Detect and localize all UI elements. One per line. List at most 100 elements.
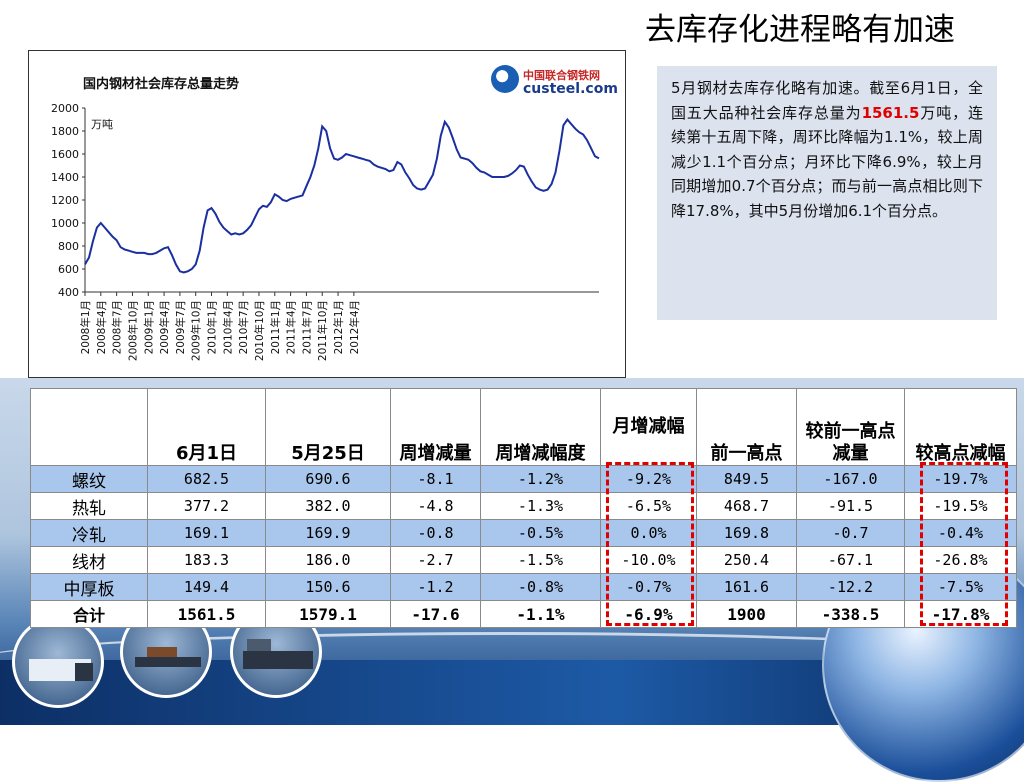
y-tick-label: 1200: [51, 194, 79, 207]
table-row: 中厚板 149.4 150.6 -1.2 -0.8% -0.7% 161.6 -12.2 -7.…: [30, 573, 1017, 601]
table-cell: 1900: [696, 600, 797, 628]
x-tick-label: 2010年1月: [206, 300, 219, 354]
y-unit-label: 万吨: [91, 118, 113, 131]
y-tick-label: 600: [58, 263, 79, 276]
table-cell: 149.4: [147, 573, 266, 601]
table-cell: 468.7: [696, 492, 797, 520]
table-cell: 161.6: [696, 573, 797, 601]
x-tick-label: 2010年10月: [253, 300, 266, 361]
table-cell: 169.1: [147, 519, 266, 547]
table-cell: -17.6: [390, 600, 481, 628]
header-cell: 较高点减幅: [904, 388, 1017, 466]
summary-text-box: 5月钢材去库存化略有加速。截至6月1日，全国五大品种社会库存总量为1561.5万…: [657, 66, 997, 320]
table-cell: -6.5%: [600, 492, 697, 520]
table-cell: -9.2%: [600, 465, 697, 493]
table-row: 冷轧 169.1 169.9 -0.8 -0.5% 0.0% 169.8 -0.7 -0.4%: [30, 519, 1017, 547]
custeel-logo: 中国联合钢铁网 custeel.com: [491, 65, 621, 99]
row-name-cell: 线材: [30, 546, 148, 574]
header-cell: 较前一高点减量: [796, 388, 905, 466]
inventory-series-line: [84, 117, 600, 274]
x-tick-label: 2010年4月: [221, 300, 234, 354]
month-change-highlight-box: [606, 462, 694, 626]
table-cell: -167.0: [796, 465, 905, 493]
table-cell: 169.9: [265, 519, 391, 547]
table-cell: 690.6: [265, 465, 391, 493]
table-cell: 250.4: [696, 546, 797, 574]
x-tick-label: 2012年4月: [348, 300, 361, 354]
table-cell: -1.1%: [480, 600, 601, 628]
table-cell: 377.2: [147, 492, 266, 520]
table-cell: 1579.1: [265, 600, 391, 628]
table-cell: 0.0%: [600, 519, 697, 547]
y-tick-label: 400: [58, 286, 79, 299]
table-row: 合计 1561.5 1579.1 -17.6 -1.1% -6.9% 1900 -338.5-…: [30, 600, 1017, 628]
table-cell: -8.1: [390, 465, 481, 493]
table-cell: -67.1: [796, 546, 905, 574]
y-tick-label: 2000: [51, 102, 79, 115]
y-tick-label: 1600: [51, 148, 79, 161]
table-cell: 183.3: [147, 546, 266, 574]
x-tick-label: 2011年7月: [300, 300, 313, 354]
x-tick-label: 2012年1月: [332, 300, 345, 354]
row-name-cell: 热轧: [30, 492, 148, 520]
inventory-table: 6月1日 5月25日 周增减量 周增减幅度 月增减幅 前一高点 较前一高点减量 …: [30, 388, 1017, 628]
x-tick-label: 2008年4月: [95, 300, 108, 354]
header-cell: 周增减量: [390, 388, 481, 466]
row-name-cell: 中厚板: [30, 573, 148, 601]
logo-text-en: custeel.com: [523, 81, 618, 97]
row-name-cell: 冷轧: [30, 519, 148, 547]
decorative-swoosh: [0, 632, 1024, 695]
table-cell: 382.0: [265, 492, 391, 520]
chart-title: 国内钢材社会库存总量走势: [83, 77, 240, 92]
table-cell: -338.5: [796, 600, 905, 628]
table-cell: -91.5: [796, 492, 905, 520]
header-cell: [30, 388, 148, 466]
x-tick-label: 2009年7月: [174, 300, 187, 354]
x-tick-label: 2011年1月: [269, 300, 282, 354]
x-tick-label: 2010年7月: [237, 300, 250, 354]
table-cell: 682.5: [147, 465, 266, 493]
y-tick-label: 1000: [51, 217, 79, 230]
x-tick-label: 2008年1月: [79, 300, 92, 354]
custeel-logo-icon: [491, 65, 519, 93]
x-tick-label: 2009年10月: [190, 300, 203, 361]
header-cell: 5月25日: [265, 388, 391, 466]
x-tick-label: 2011年10月: [316, 300, 329, 361]
table-cell: -2.7: [390, 546, 481, 574]
table-cell: -1.2%: [480, 465, 601, 493]
table-row: 热轧 377.2 382.0 -4.8 -1.3% -6.5% 468.7 -91.5 -19.…: [30, 492, 1017, 520]
header-cell: 月增减幅: [600, 388, 697, 466]
summary-text-after: 万吨，连续第十五周下降，周环比降幅为1.1%，较上周减少1.1个百分点；月环比下…: [671, 103, 983, 220]
row-name-cell: 螺纹: [30, 465, 148, 493]
header-cell: 周增减幅度: [480, 388, 601, 466]
y-tick-label: 1800: [51, 125, 79, 138]
table-cell: -0.8%: [480, 573, 601, 601]
header-cell: 6月1日: [147, 388, 266, 466]
table-cell: -1.2: [390, 573, 481, 601]
truck-thumbnail-image: [12, 616, 104, 708]
summary-highlight-value: 1561.5: [861, 103, 920, 122]
slide-title: 去库存化进程略有加速: [645, 12, 955, 48]
y-tick-label: 1400: [51, 171, 79, 184]
x-tick-label: 2009年1月: [142, 300, 155, 354]
table-cell: 169.8: [696, 519, 797, 547]
x-tick-label: 2011年4月: [285, 300, 298, 354]
table-row: 线材 183.3 186.0 -2.7 -1.5% -10.0% 250.4 -67.1 -26…: [30, 546, 1017, 574]
y-tick-label: 800: [58, 240, 79, 253]
table-cell: -0.8: [390, 519, 481, 547]
table-cell: 150.6: [265, 573, 391, 601]
table-cell: -1.5%: [480, 546, 601, 574]
table-cell: -0.5%: [480, 519, 601, 547]
table-cell: -4.8: [390, 492, 481, 520]
table-cell: 186.0: [265, 546, 391, 574]
header-cell: 前一高点: [696, 388, 797, 466]
table-row: 螺纹 682.5 690.6 -8.1 -1.2% -9.2% 849.5 -167.0 -19…: [30, 465, 1017, 493]
logo-text-cn: 中国联合钢铁网: [523, 69, 600, 82]
x-tick-label: 2008年7月: [111, 300, 124, 354]
x-tick-label: 2008年10月: [126, 300, 139, 361]
inventory-chart-panel: 2000 1800 1600 1400 1200 1000 800 600 400 万吨 2008年…: [28, 50, 626, 378]
table-cell: -12.2: [796, 573, 905, 601]
table-cell: 849.5: [696, 465, 797, 493]
table-header-row: 6月1日 5月25日 周增减量 周增减幅度 月增减幅 前一高点 较前一高点减量 …: [30, 388, 1017, 466]
x-tick-label: 2009年4月: [158, 300, 171, 354]
